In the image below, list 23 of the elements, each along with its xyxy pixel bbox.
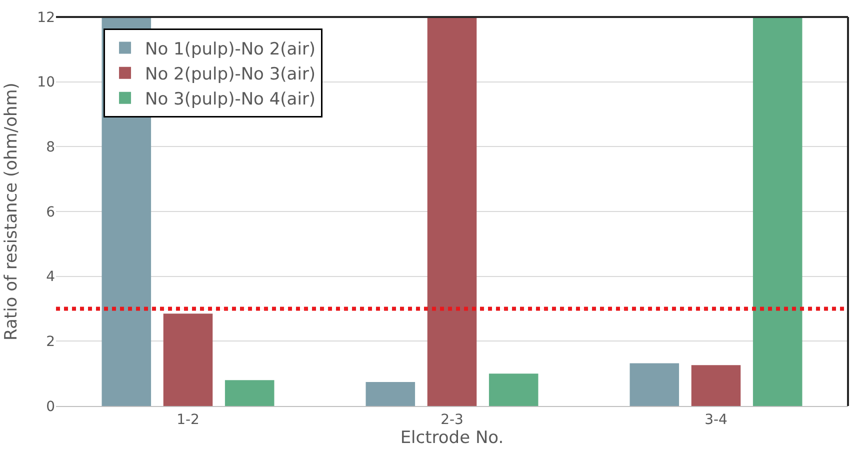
bar bbox=[752, 17, 802, 406]
x-tick-label: 3-4 bbox=[704, 412, 728, 428]
x-axis-title: Elctrode No. bbox=[400, 428, 504, 448]
y-tick-label: 4 bbox=[46, 269, 56, 286]
bar bbox=[488, 374, 538, 406]
legend-label: No 3(pulp)-No 4(air) bbox=[145, 90, 316, 110]
y-tick-label: 12 bbox=[37, 10, 55, 26]
legend-label: No 1(pulp)-No 2(air) bbox=[145, 39, 316, 60]
y-tick-label: 2 bbox=[46, 334, 55, 350]
bar bbox=[224, 380, 274, 406]
bar bbox=[427, 17, 477, 406]
y-tick-label: 6 bbox=[46, 204, 56, 220]
y-tick-label: 0 bbox=[46, 398, 55, 415]
y-tick-label: 10 bbox=[37, 74, 55, 91]
x-tick-label: 1-2 bbox=[176, 412, 200, 428]
x-tick-label: 2-3 bbox=[440, 412, 464, 428]
bar bbox=[691, 365, 741, 406]
bar bbox=[366, 382, 416, 406]
bar bbox=[163, 314, 213, 406]
legend-label: No 2(pulp)-No 3(air) bbox=[145, 64, 316, 84]
y-axis-title: Ratio of resistance (ohm/ohm) bbox=[2, 82, 22, 340]
y-tick-label: 8 bbox=[46, 140, 55, 156]
bar bbox=[630, 363, 680, 406]
